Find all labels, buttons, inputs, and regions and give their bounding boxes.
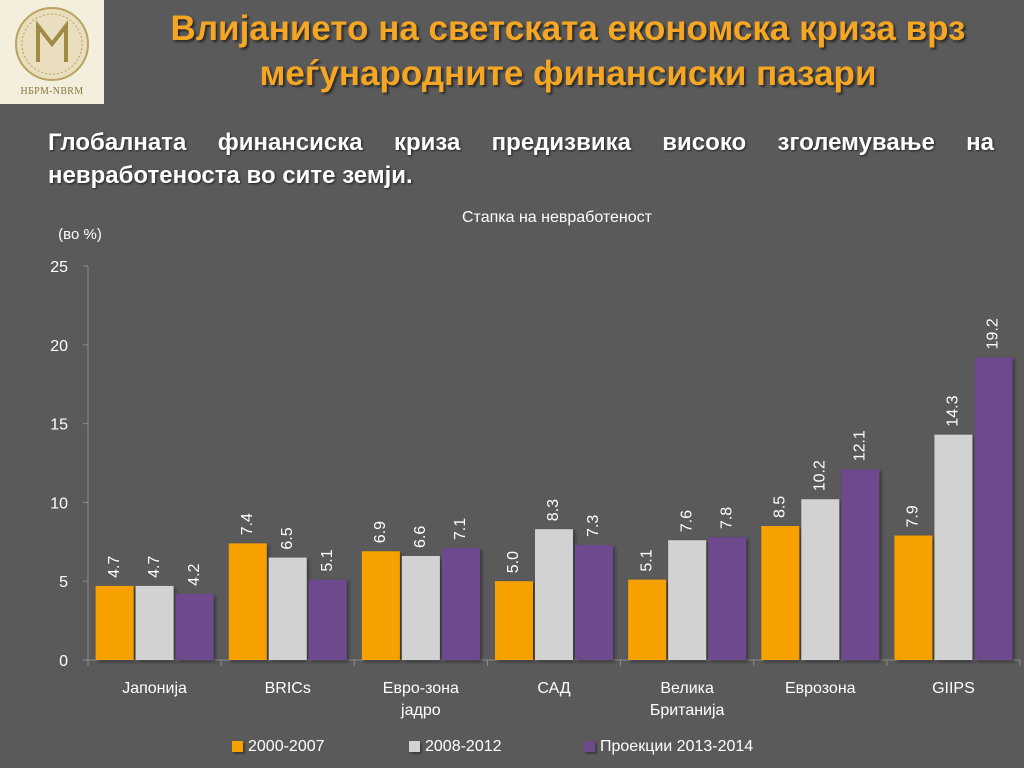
data-label: 8.5 [772,496,789,518]
bar [495,581,533,660]
bar [535,529,573,660]
data-label: 10.2 [812,460,829,491]
category-label: Британија [650,702,725,719]
bar [268,557,307,660]
y-tick-label: 10 [50,495,68,512]
legend-label: Проекции 2013-2014 [600,738,753,755]
category-label: BRICs [265,680,311,697]
bar [228,543,267,660]
bar [761,526,800,660]
bar [801,499,840,660]
data-label: 4.7 [106,556,123,578]
bar [974,357,1013,660]
y-tick-label: 15 [50,417,68,434]
slide-title: Влијанието на светската економска криза … [170,9,966,93]
coin-emblem-icon [15,7,89,81]
bar [841,469,880,660]
data-label: 5.1 [638,549,655,571]
bar [361,551,400,660]
category-label: GIIPS [932,680,975,697]
y-axis-label: (во %) [58,226,102,243]
category-label: САД [537,680,570,697]
data-label: 6.9 [372,521,389,543]
category-label: Еврозона [785,680,856,697]
bar [708,537,747,660]
legend-swatch [409,741,420,752]
data-label: 4.2 [186,563,203,585]
bar [894,535,933,660]
logo-caption: НБРМ-NBRM [20,86,84,97]
bar [575,544,613,660]
bar [934,434,973,660]
bar [308,579,347,660]
y-tick-label: 0 [59,653,68,670]
data-label: 5.0 [505,551,522,573]
data-label: 6.6 [412,526,429,548]
nbrm-logo: НБРМ-NBRM [0,0,104,104]
category-label: јадро [400,702,441,719]
data-label: 14.3 [945,395,962,426]
legend-label: 2008-2012 [425,738,502,755]
y-tick-label: 5 [59,574,68,591]
category-label: Велика [660,680,714,697]
category-label: Евро-зона [383,680,459,697]
bar [135,585,174,660]
category-label: Јапонија [122,680,187,697]
bar [668,540,707,660]
bar [441,548,480,660]
data-label: 4.7 [146,556,163,578]
bar [95,585,134,660]
slide-subtitle: Глобалната финансиска криза предизвика в… [48,129,994,189]
bar [401,555,440,660]
legend-swatch [232,741,243,752]
data-label: 6.5 [279,527,296,549]
legend-label: 2000-2007 [248,738,325,755]
data-label: 7.4 [239,513,256,535]
bar [628,579,667,660]
data-label: 5.1 [319,549,336,571]
data-label: 19.2 [985,318,1002,349]
data-label: 7.6 [678,510,695,532]
y-tick-label: 20 [50,338,68,355]
data-label: 12.1 [852,430,869,461]
data-label: 7.9 [905,505,922,527]
legend-swatch [584,741,595,752]
bar [175,593,214,660]
y-tick-label: 25 [50,259,68,276]
data-label: 7.8 [718,507,735,529]
data-label: 7.3 [585,515,602,537]
data-label: 7.1 [452,518,469,540]
chart-title: Стапка на невработеност [462,209,653,226]
data-label: 8.3 [545,499,562,521]
